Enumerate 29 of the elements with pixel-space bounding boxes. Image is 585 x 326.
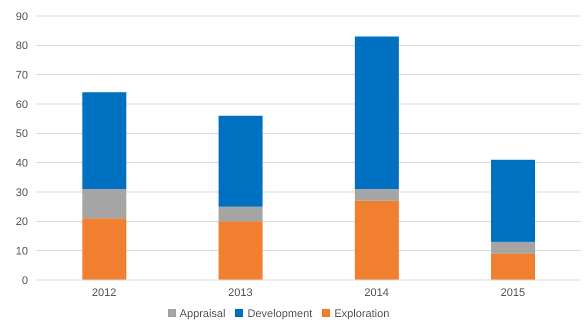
- legend-label: Appraisal: [180, 308, 226, 320]
- bar: [491, 254, 536, 280]
- bar: [354, 189, 399, 201]
- y-tick-label: 40: [16, 158, 28, 170]
- x-tick-label: 2014: [364, 286, 389, 299]
- y-tick-label: 20: [16, 216, 28, 228]
- bar: [218, 116, 263, 207]
- y-tick-label: 80: [16, 40, 28, 52]
- x-tick-label: 2013: [228, 286, 253, 299]
- y-tick-label: 30: [16, 186, 28, 199]
- y-tick-label: 0: [22, 274, 28, 287]
- bar: [218, 221, 263, 280]
- bar: [82, 189, 126, 218]
- y-tick-label: 60: [16, 98, 28, 111]
- x-tick-label: 2015: [500, 286, 526, 299]
- legend-label: Development: [247, 308, 312, 320]
- y-tick-label: 70: [16, 70, 28, 82]
- bar: [82, 92, 126, 190]
- y-tick-label: 50: [16, 128, 28, 140]
- bar: [491, 160, 536, 242]
- bar: [218, 206, 263, 222]
- x-tick-label: 2012: [92, 286, 116, 299]
- bar: [491, 242, 536, 254]
- bar: [354, 200, 399, 280]
- y-tick-label: 90: [16, 10, 28, 23]
- y-tick-label: 10: [16, 246, 28, 258]
- bar: [354, 36, 399, 190]
- legend-label: Exploration: [334, 308, 390, 320]
- bar: [82, 218, 126, 280]
